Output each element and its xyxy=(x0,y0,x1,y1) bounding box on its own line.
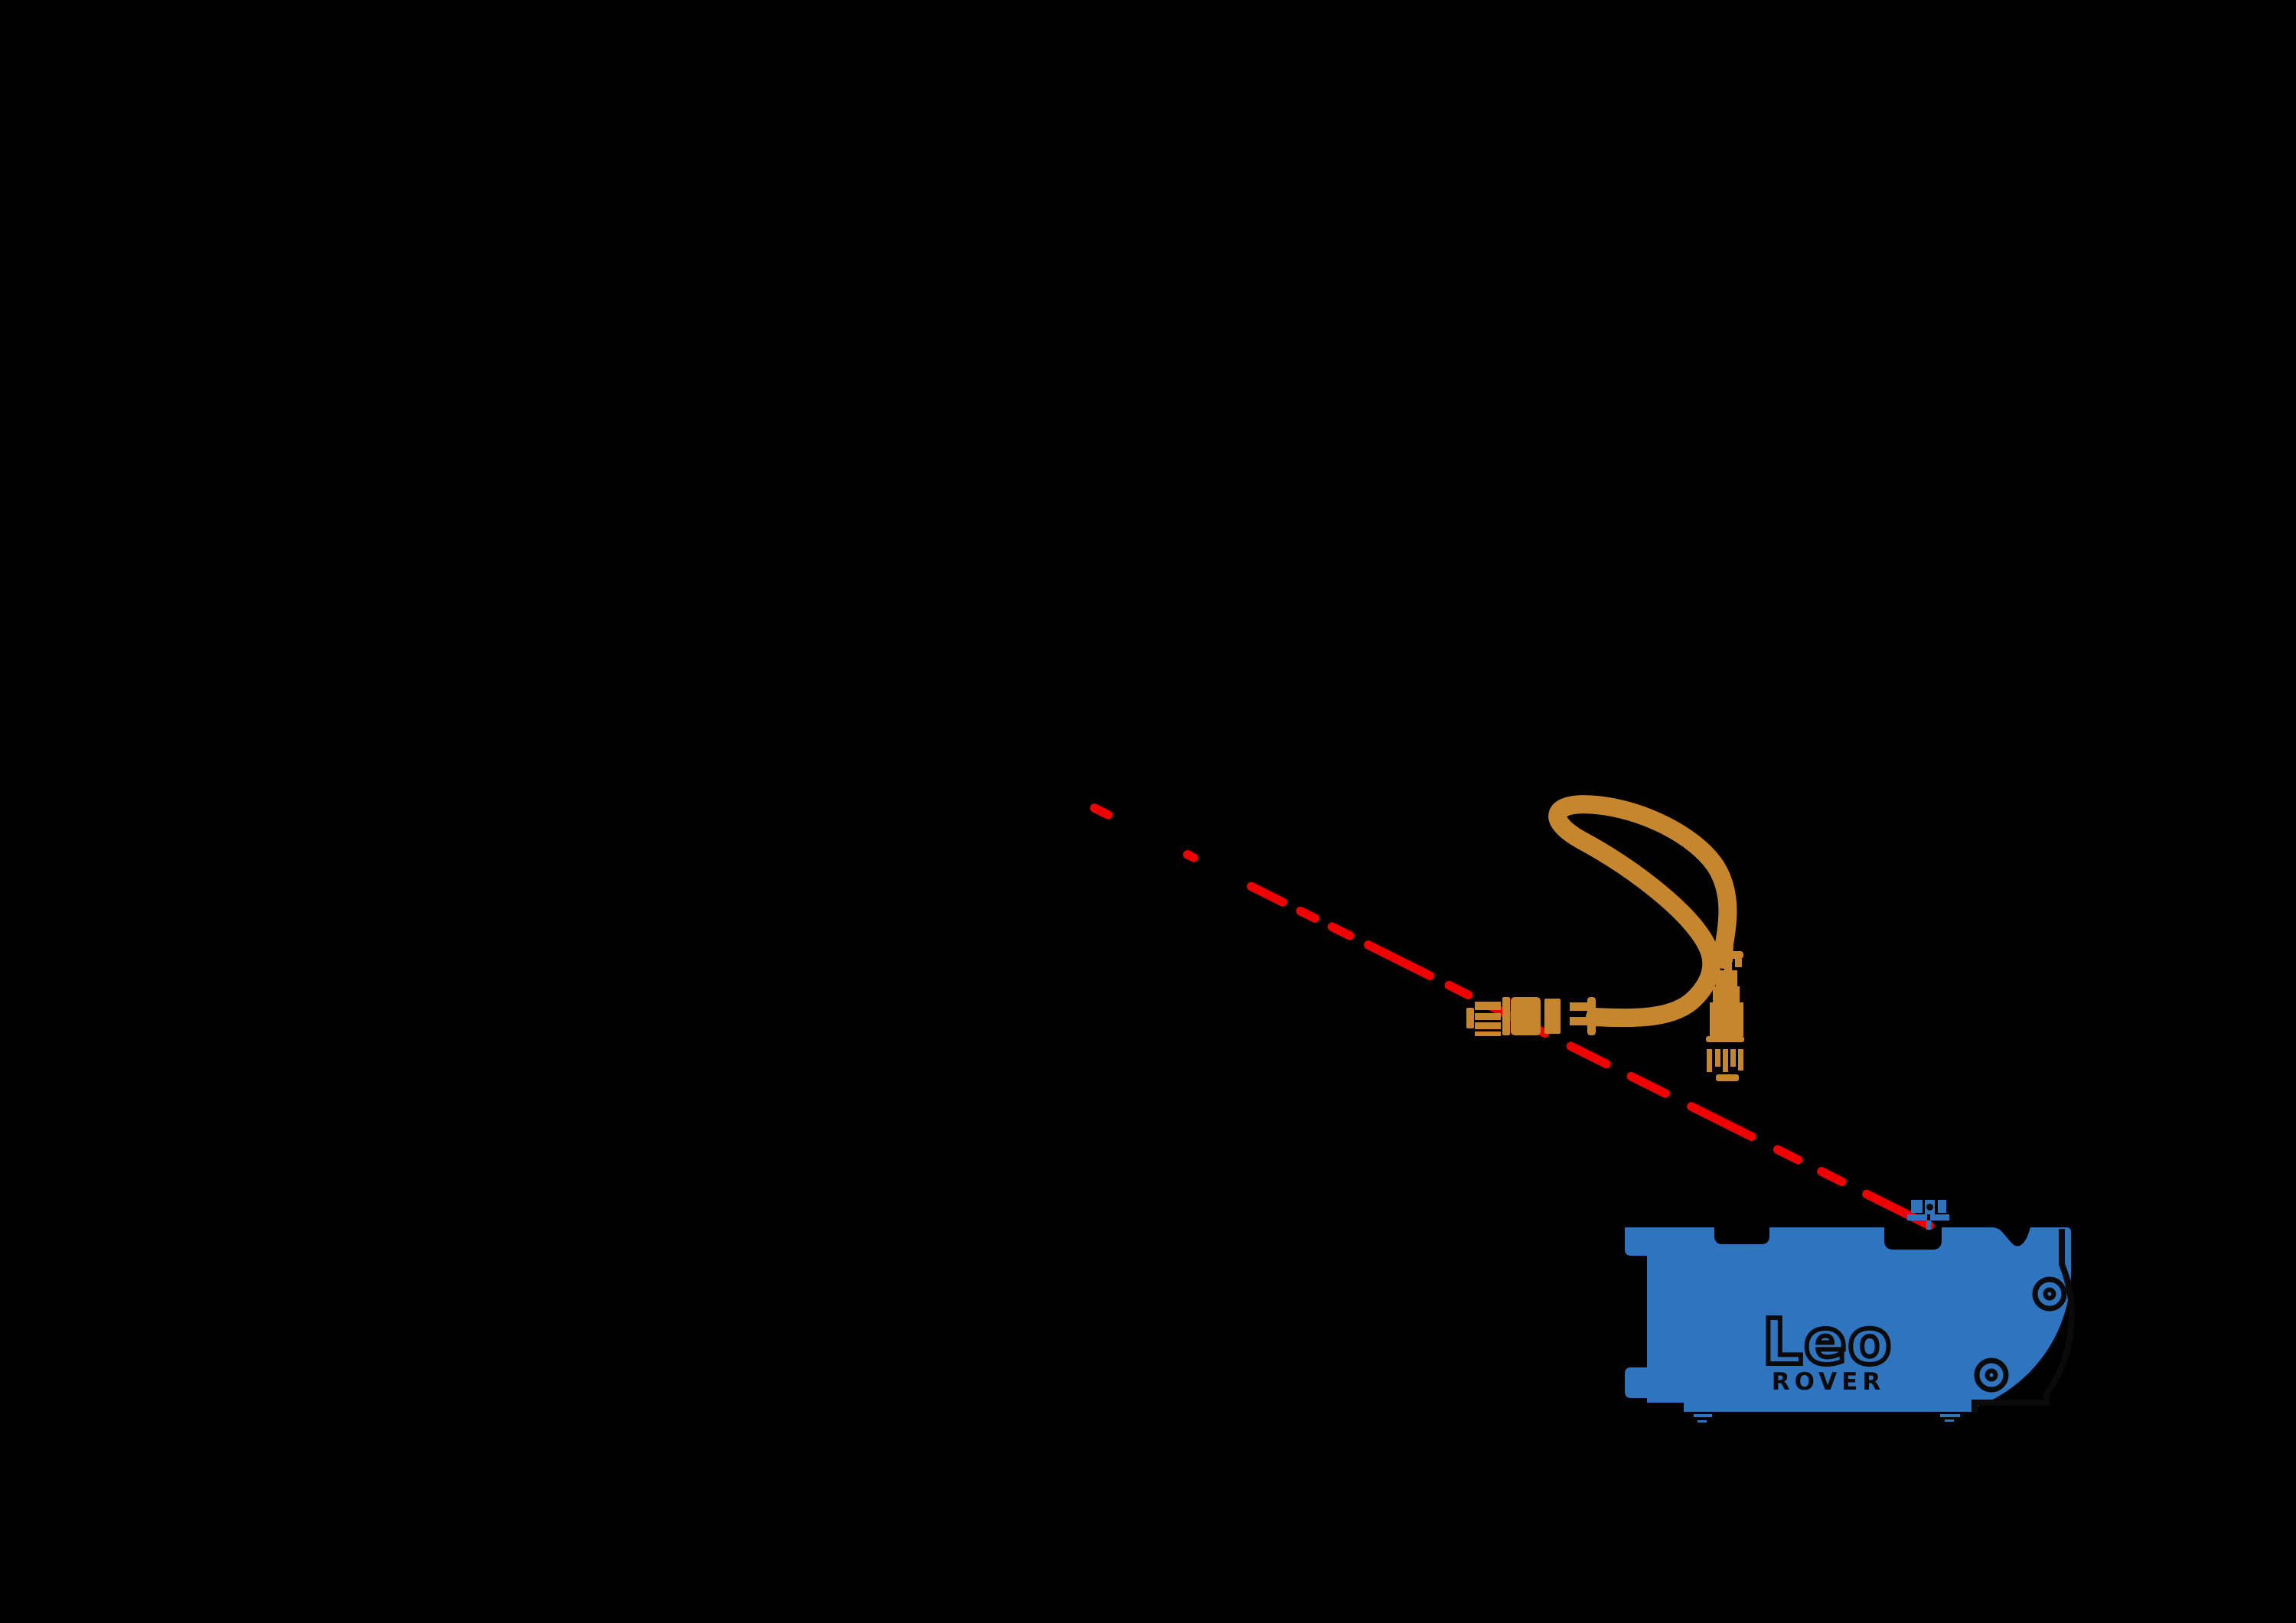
screw-outer-ring xyxy=(2032,1276,2067,1312)
logo-leo: Leo xyxy=(1763,1306,1893,1379)
foot-line xyxy=(1698,1420,1707,1423)
top-connector-bar xyxy=(1930,1214,1949,1221)
tee-tooth xyxy=(1711,959,1719,967)
tee-collar xyxy=(1708,951,1743,959)
tee-base-flange xyxy=(1706,1036,1744,1042)
screw-center-dot xyxy=(1989,1373,1994,1377)
foot-line xyxy=(1945,1419,1954,1422)
cable-tee-connector xyxy=(1706,951,1744,1081)
plug-body xyxy=(1511,997,1541,1035)
screw-outer-ring xyxy=(1974,1357,2009,1393)
box-foot xyxy=(1940,1414,1960,1422)
top-connector-hole xyxy=(1926,1204,1933,1211)
box-top-connector xyxy=(1907,1200,1949,1230)
plug-knurl-ridge xyxy=(1475,1031,1501,1036)
plug-pin xyxy=(1466,1008,1474,1028)
logo-rover: ROVER xyxy=(1772,1368,1885,1396)
plug-flange xyxy=(1502,997,1510,1035)
foot-line xyxy=(1694,1414,1712,1417)
top-connector-stem xyxy=(1926,1221,1931,1230)
tee-knurl-ridge xyxy=(1723,1049,1728,1072)
tee-knurl-ridge xyxy=(1730,1049,1736,1067)
plug-knurl-ridge xyxy=(1475,1002,1501,1010)
tee-body xyxy=(1710,1002,1743,1036)
tee-bottom-cap xyxy=(1716,1074,1739,1081)
screw-icon xyxy=(2032,1276,2067,1312)
socket-prong-top xyxy=(1570,1002,1590,1011)
top-connector-block xyxy=(1911,1200,1923,1213)
foot-line xyxy=(1940,1414,1960,1417)
tee-neck xyxy=(1716,970,1737,987)
plug-ring xyxy=(1544,999,1561,1034)
plug-knurl-ridge xyxy=(1475,1022,1501,1029)
top-connector-block xyxy=(1938,1200,1946,1213)
socket-prong-bottom xyxy=(1570,1017,1590,1025)
tee-tooth xyxy=(1735,959,1742,967)
box-foot xyxy=(1694,1414,1712,1423)
box-seam xyxy=(1971,1229,2075,1413)
tee-knurl-ridge xyxy=(1715,1049,1720,1067)
tee-step xyxy=(1713,986,1740,1002)
cable-plug-left xyxy=(1466,997,1596,1036)
cable-loop xyxy=(1548,795,1737,1028)
top-connector-bar xyxy=(1907,1214,1927,1221)
screw-center-dot xyxy=(2047,1292,2052,1296)
tee-tooth xyxy=(1724,959,1732,973)
box-body xyxy=(1625,1227,2072,1412)
screw-icon xyxy=(1974,1357,2009,1393)
tee-knurl-ridge xyxy=(1738,1049,1743,1071)
plug-knurl-ridge xyxy=(1475,1013,1501,1020)
power-cable-illustration xyxy=(1466,795,1744,1081)
tee-knurl-ridge xyxy=(1707,1049,1712,1072)
leo-rover-electronics-box: Leo ROVER xyxy=(1625,1200,2075,1423)
